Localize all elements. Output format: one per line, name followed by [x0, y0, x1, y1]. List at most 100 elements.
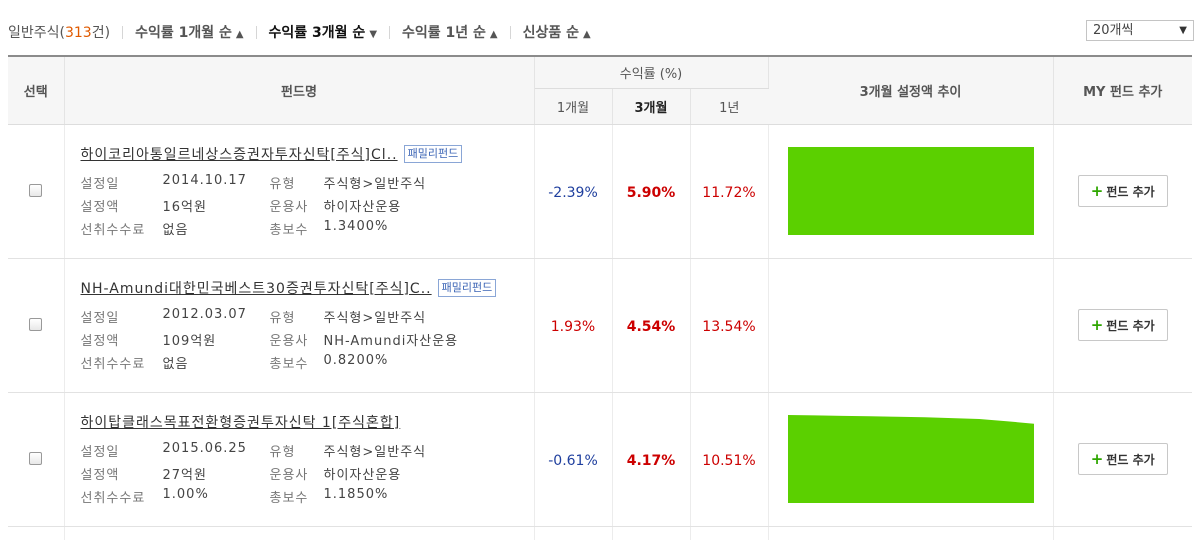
return-3m-cell: 4.54%: [612, 258, 691, 393]
total-fee-label: 총보수: [269, 357, 309, 372]
amount-value: 109억원: [162, 334, 217, 349]
select-checkbox[interactable]: [29, 451, 43, 465]
add-fund-label: 펀드 추가: [1106, 319, 1155, 333]
company-value: 하이자산운용: [323, 200, 402, 215]
return-1y-cell: 10.51%: [690, 392, 769, 527]
type-value: 주식형>일반주식: [323, 445, 427, 460]
type-value: 주식형>일반주식: [323, 311, 427, 326]
type-label: 유형: [269, 177, 296, 192]
set-date-value: 2014.10.17: [162, 173, 247, 188]
my-fund-cell: + 펀드 추가: [1053, 392, 1192, 527]
select-cell: [8, 124, 65, 259]
front-fee-label: 선취수수료: [80, 223, 146, 238]
fund-info: 설정일 2014.10.17 유형 주식형>일반주식 설정액 16억원 운용사 …: [81, 173, 534, 238]
return-3m-value: 4.54%: [626, 318, 676, 335]
return-1y-value: 13.54%: [702, 318, 756, 335]
total-fee-value: 0.8200%: [323, 353, 389, 368]
trend-cell: [768, 258, 1054, 393]
chevron-up-icon: ▲: [583, 29, 591, 40]
select-checkbox[interactable]: [29, 317, 43, 331]
chevron-up-icon: ▲: [235, 29, 244, 40]
return-1y-cell: 11.72%: [690, 124, 769, 259]
header-return-1y: 1년: [690, 88, 768, 125]
total-count: 313: [64, 25, 92, 41]
aum-trend-chart: [787, 147, 1034, 235]
select-cell: [8, 392, 65, 527]
header-returns: 수익률 (%): [534, 55, 769, 89]
total-fee-value: 1.1850%: [323, 487, 389, 502]
fund-name-link[interactable]: 하이코리아통일르네상스증권자투자신탁[주식]Cl..: [80, 147, 398, 163]
return-3m-cell: 5.90%: [612, 124, 691, 259]
set-date-label: 설정일: [80, 311, 120, 326]
return-1m-cell: -0.61%: [534, 392, 613, 527]
divider: [389, 25, 391, 39]
return-3m-cell: [612, 526, 691, 540]
add-fund-button[interactable]: + 펀드 추가: [1077, 443, 1168, 475]
total-fee-value: 1.3400%: [323, 219, 389, 234]
family-fund-badge[interactable]: 패밀리펀드: [437, 279, 497, 297]
add-fund-button[interactable]: + 펀드 추가: [1077, 309, 1168, 341]
fund-name-link[interactable]: NH-Amundi대한민국베스트30증권투자신탁[주식]C..: [80, 281, 432, 297]
front-fee-value: 없음: [162, 223, 189, 238]
trend-cell: [768, 392, 1054, 527]
aum-trend-chart: [787, 415, 1034, 503]
set-date-label: 설정일: [80, 177, 120, 192]
return-1y-cell: [690, 526, 769, 540]
trend-cell: [768, 526, 1054, 540]
header-return-3m: 3개월: [612, 88, 691, 125]
company-label: 운용사: [269, 334, 309, 349]
type-value: 주식형>일반주식: [323, 177, 427, 192]
front-fee-label: 선취수수료: [80, 491, 146, 506]
add-fund-button[interactable]: + 펀드 추가: [1077, 175, 1168, 207]
header-aum-trend: 3개월 설정액 추이: [768, 55, 1054, 125]
select-checkbox[interactable]: [29, 183, 43, 197]
fund-info: 설정일 2015.06.25 유형 주식형>일반주식 설정액 27억원 운용사 …: [81, 441, 534, 506]
header-return-1m: 1개월: [534, 88, 613, 125]
amount-value: 27억원: [162, 468, 207, 483]
sort-1year-button[interactable]: 수익률 1년 순 ▲: [402, 25, 498, 41]
page-size-value: 20개씩: [1093, 23, 1134, 38]
fund-info: 설정일 2012.03.07 유형 주식형>일반주식 설정액 109억원 운용사…: [81, 307, 534, 372]
company-label: 운용사: [269, 468, 309, 483]
return-1y-value: 10.51%: [702, 452, 756, 469]
sort-1month-button[interactable]: 수익률 1개월 순 ▲: [135, 25, 244, 41]
front-fee-label: 선취수수료: [80, 357, 146, 372]
chevron-up-icon: ▲: [489, 29, 498, 40]
sort-newest-button[interactable]: 신상품 순 ▲: [522, 25, 591, 41]
amount-label: 설정액: [80, 468, 120, 483]
aum-trend-chart: [788, 281, 1034, 369]
fund-table: 선택 펀드명 수익률 (%) 3개월 설정액 추이 MY 펀드 추가 1개월 3…: [8, 55, 1192, 540]
divider: [509, 25, 511, 39]
aum-trend-area: [787, 147, 1034, 235]
page-size-select[interactable]: 20개씩 ▼: [1086, 20, 1194, 41]
my-fund-cell: + 펀드 추가: [1053, 124, 1192, 259]
plus-icon: +: [1090, 182, 1104, 200]
family-fund-badge[interactable]: 패밀리펀드: [403, 145, 463, 163]
fund-cell: 하이코리아통일르네상스증권자투자신탁[주식]Cl.. 패밀리펀드 설정일 201…: [64, 124, 535, 259]
total-fee-label: 총보수: [269, 223, 309, 238]
select-cell: [8, 526, 65, 540]
table-row: [8, 526, 1192, 540]
table-row: NH-Amundi대한민국베스트30증권투자신탁[주식]C.. 패밀리펀드 설정…: [8, 258, 1192, 393]
fund-name-link[interactable]: 하이탑클래스목표전환형증권투자신탁 1[주식혼합]: [80, 415, 401, 431]
return-1m-value: 1.93%: [550, 318, 596, 335]
type-label: 유형: [269, 311, 296, 326]
table-row: 하이탑클래스목표전환형증권투자신탁 1[주식혼합] 설정일 2015.06.25…: [8, 392, 1192, 527]
return-1m-cell: -2.39%: [534, 124, 613, 259]
add-fund-label: 펀드 추가: [1106, 453, 1155, 467]
sort-3month-button[interactable]: 수익률 3개월 순 ▼: [268, 25, 378, 41]
front-fee-value: 없음: [162, 357, 189, 372]
total-label: 일반주식(313건): [8, 25, 111, 41]
header-select: 선택: [8, 55, 65, 125]
table-row: 하이코리아통일르네상스증권자투자신탁[주식]Cl.. 패밀리펀드 설정일 201…: [8, 124, 1192, 259]
return-3m-value: 5.90%: [626, 184, 676, 201]
return-1y-value: 11.72%: [702, 184, 756, 201]
select-cell: [8, 258, 65, 393]
company-label: 운용사: [269, 200, 309, 215]
plus-icon: +: [1090, 316, 1104, 334]
divider: [255, 25, 257, 39]
plus-icon: +: [1090, 450, 1104, 468]
set-date-value: 2012.03.07: [162, 307, 247, 322]
fund-cell: NH-Amundi대한민국베스트30증권투자신탁[주식]C.. 패밀리펀드 설정…: [64, 258, 535, 393]
return-1m-value: -0.61%: [548, 452, 598, 469]
